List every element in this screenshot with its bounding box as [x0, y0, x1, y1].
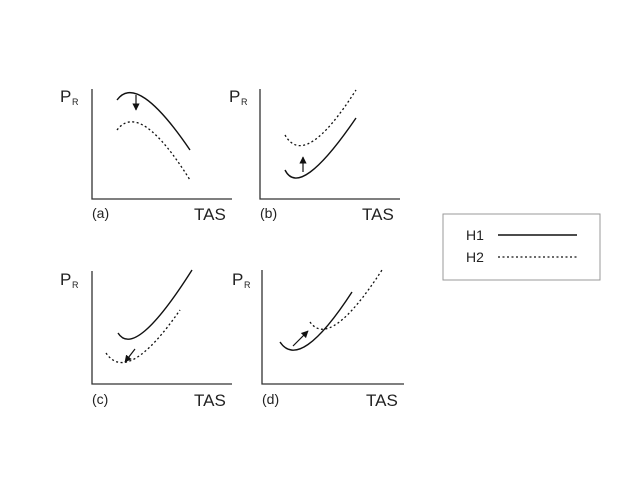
- legend-label-h1: H1: [466, 227, 484, 243]
- panel-b-label: (b): [260, 205, 277, 221]
- legend-box: [442, 213, 601, 281]
- panel-d-ylabel: P: [232, 270, 243, 289]
- panel-a-h1-curve: [116, 91, 191, 151]
- legend-label-h2: H2: [466, 249, 484, 265]
- panel-b: P R (b) TAS: [229, 87, 400, 224]
- panel-c-ylabel-subscript: R: [72, 280, 79, 290]
- panel-c-h2-curve: [105, 309, 181, 364]
- panel-b-h2-curve: [284, 89, 357, 147]
- panel-c-h1-curve: [117, 269, 193, 340]
- panel-c: P R (c) TAS: [60, 269, 232, 410]
- panel-d-arrow: [292, 330, 309, 347]
- panel-a-label: (a): [92, 205, 109, 221]
- panel-d-axes: [261, 270, 404, 385]
- panel-c-axes: [91, 271, 232, 385]
- panel-d-h1-curve: [279, 291, 353, 351]
- panel-c-xlabel: TAS: [194, 391, 226, 410]
- panel-a-h2-curve: [116, 121, 191, 181]
- panel-a-ylabel-subscript: R: [72, 97, 79, 107]
- legend: H1 H2: [442, 213, 601, 281]
- panel-d-label: (d): [262, 391, 279, 407]
- panel-c-ylabel: P: [60, 270, 71, 289]
- panel-d-xlabel: TAS: [366, 391, 398, 410]
- panel-a-axes: [91, 89, 232, 200]
- panel-a-xlabel: TAS: [194, 205, 226, 224]
- panel-b-xlabel: TAS: [362, 205, 394, 224]
- panel-c-arrow: [124, 348, 136, 363]
- panel-d: P R (d) TAS: [232, 269, 404, 410]
- panel-b-ylabel-subscript: R: [241, 97, 248, 107]
- panel-a-ylabel: P: [60, 87, 71, 106]
- panel-a: P R (a) TAS: [60, 87, 232, 224]
- panel-d-ylabel-subscript: R: [244, 280, 251, 290]
- panel-d-h2-curve: [309, 269, 383, 330]
- panel-b-h1-curve: [284, 117, 357, 179]
- panel-c-label: (c): [92, 391, 108, 407]
- panel-b-axes: [259, 89, 400, 200]
- panel-b-ylabel: P: [229, 87, 240, 106]
